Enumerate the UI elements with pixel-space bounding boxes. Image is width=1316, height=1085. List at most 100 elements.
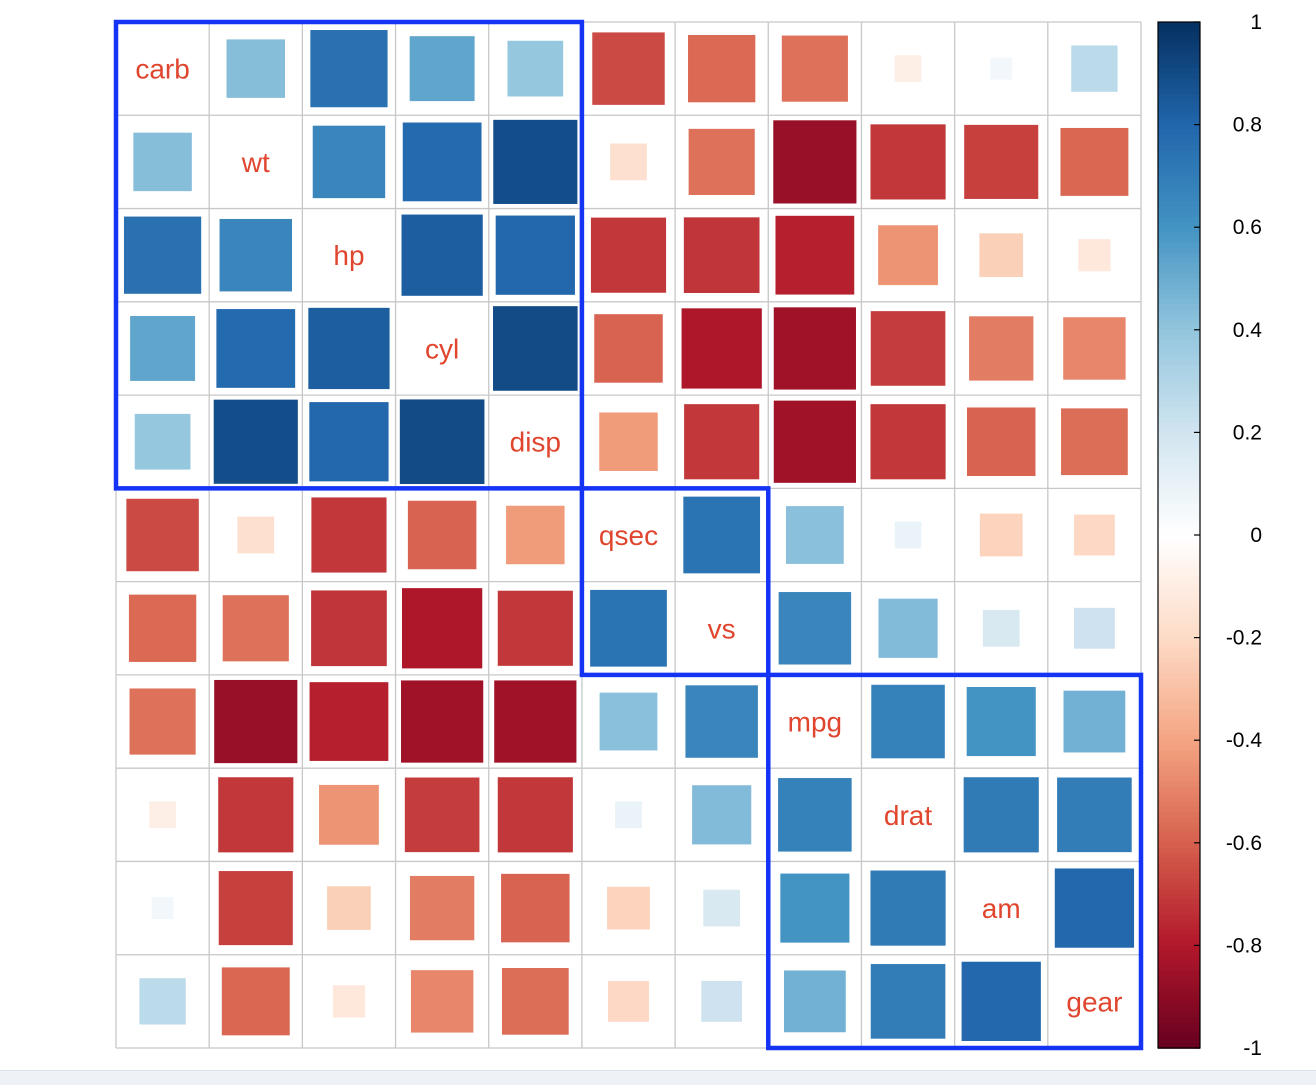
colorbar-tick-label: -0.6: [1226, 832, 1262, 855]
cell-disp-gear: [1061, 408, 1128, 476]
colorbar-band: [1158, 27, 1200, 34]
cell-wt-drat: [870, 124, 946, 200]
cell-mpg-carb: [129, 688, 196, 755]
colorbar: 1 0.8 0.6 0.4 0.2 0 -0.2 -0.4 -0.6 -0.8 -1: [1157, 11, 1262, 1060]
colorbar-band: [1158, 996, 1200, 1003]
cell-carb-cyl: [409, 36, 475, 102]
cell-gear-qsec: [608, 980, 649, 1022]
colorbar-tick-label: 0.8: [1233, 114, 1262, 137]
cell-wt-carb: [133, 132, 192, 192]
cluster-rect-3: [766, 672, 1144, 1051]
colorbar-band: [1158, 540, 1200, 547]
colorbar-band: [1158, 483, 1200, 490]
colorbar-band: [1158, 1001, 1200, 1008]
cell-wt-gear: [1060, 127, 1129, 196]
colorbar-band: [1158, 381, 1200, 388]
colorbar-band: [1158, 252, 1200, 259]
colorbar-band: [1158, 606, 1200, 613]
colorbar-band: [1158, 78, 1200, 85]
colorbar-band: [1158, 119, 1200, 126]
cell-qsec-hp: [311, 497, 387, 573]
variable-label-gear: gear: [1066, 986, 1122, 1017]
colorbar-band: [1158, 186, 1200, 193]
colorbar-band: [1158, 529, 1200, 536]
colorbar-band: [1158, 278, 1200, 285]
colorbar-band: [1158, 288, 1200, 295]
colorbar-band: [1158, 688, 1200, 695]
colorbar-band: [1158, 729, 1200, 736]
colorbar-band: [1158, 299, 1200, 305]
cell-drat-qsec: [615, 801, 642, 829]
cell-drat-mpg: [778, 778, 852, 852]
colorbar-band: [1158, 781, 1200, 788]
colorbar-band: [1158, 750, 1200, 757]
colorbar-band: [1158, 32, 1200, 39]
colorbar-band: [1158, 1022, 1200, 1029]
cell-hp-am: [979, 233, 1024, 278]
colorbar-band: [1158, 109, 1200, 116]
colorbar-band: [1158, 293, 1200, 300]
colorbar-band: [1158, 504, 1200, 511]
colorbar-band: [1158, 160, 1200, 167]
cell-vs-hp: [311, 590, 387, 667]
cell-gear-cyl: [410, 970, 474, 1033]
colorbar-band: [1158, 406, 1200, 413]
variable-label-drat: drat: [884, 800, 932, 831]
cell-vs-mpg: [778, 592, 852, 665]
cell-qsec-cyl: [407, 500, 477, 570]
cell-am-wt: [218, 871, 293, 946]
colorbar-band: [1158, 806, 1200, 813]
colorbar-band: [1158, 991, 1200, 998]
cell-wt-vs: [688, 128, 755, 195]
colorbar-band: [1158, 350, 1200, 357]
cell-drat-am: [963, 777, 1039, 853]
colorbar-band: [1158, 930, 1200, 936]
colorbar-band: [1158, 858, 1200, 865]
colorbar-band: [1158, 309, 1200, 316]
colorbar-band: [1158, 678, 1200, 685]
colorbar-band: [1158, 565, 1200, 572]
colorbar-band: [1158, 493, 1200, 500]
variable-label-hp: hp: [333, 240, 364, 271]
colorbar-band: [1158, 442, 1200, 449]
colorbar-band: [1158, 940, 1200, 947]
cell-gear-am: [961, 961, 1041, 1041]
colorbar-band: [1158, 847, 1200, 854]
colorbar-band: [1158, 658, 1200, 665]
colorbar-band: [1158, 760, 1200, 767]
cell-hp-disp: [495, 215, 575, 295]
colorbar-band: [1158, 1032, 1200, 1039]
cell-cyl-drat: [870, 311, 946, 386]
colorbar-band: [1158, 499, 1200, 506]
cell-cyl-wt: [216, 309, 296, 388]
colorbar-band: [1158, 447, 1200, 454]
cell-qsec-gear: [1073, 514, 1115, 556]
variable-label-disp: disp: [510, 427, 561, 458]
colorbar-band: [1158, 673, 1200, 680]
cell-disp-hp: [309, 402, 389, 482]
colorbar-band: [1158, 139, 1200, 146]
cell-drat-disp: [497, 777, 573, 853]
cell-mpg-qsec: [599, 692, 658, 751]
variable-label-wt: wt: [241, 147, 270, 178]
colorbar-band: [1158, 822, 1200, 829]
cell-wt-disp: [493, 119, 578, 204]
cell-carb-drat: [894, 55, 922, 83]
colorbar-band: [1158, 555, 1200, 562]
cell-carb-disp: [507, 40, 564, 97]
colorbar-band: [1158, 314, 1200, 321]
colorbar-band: [1158, 57, 1200, 64]
variable-label-mpg: mpg: [788, 707, 842, 738]
cell-mpg-am: [966, 687, 1036, 757]
colorbar-band: [1158, 47, 1200, 54]
colorbar-band: [1158, 709, 1200, 716]
colorbar-tick-label: -0.8: [1226, 934, 1262, 957]
colorbar-band: [1158, 391, 1200, 398]
colorbar-band: [1158, 458, 1200, 464]
cell-drat-carb: [149, 801, 176, 829]
colorbar-band: [1158, 104, 1200, 111]
colorbar-band: [1158, 73, 1200, 80]
colorbar-band: [1158, 909, 1200, 916]
colorbar-band: [1158, 242, 1200, 249]
